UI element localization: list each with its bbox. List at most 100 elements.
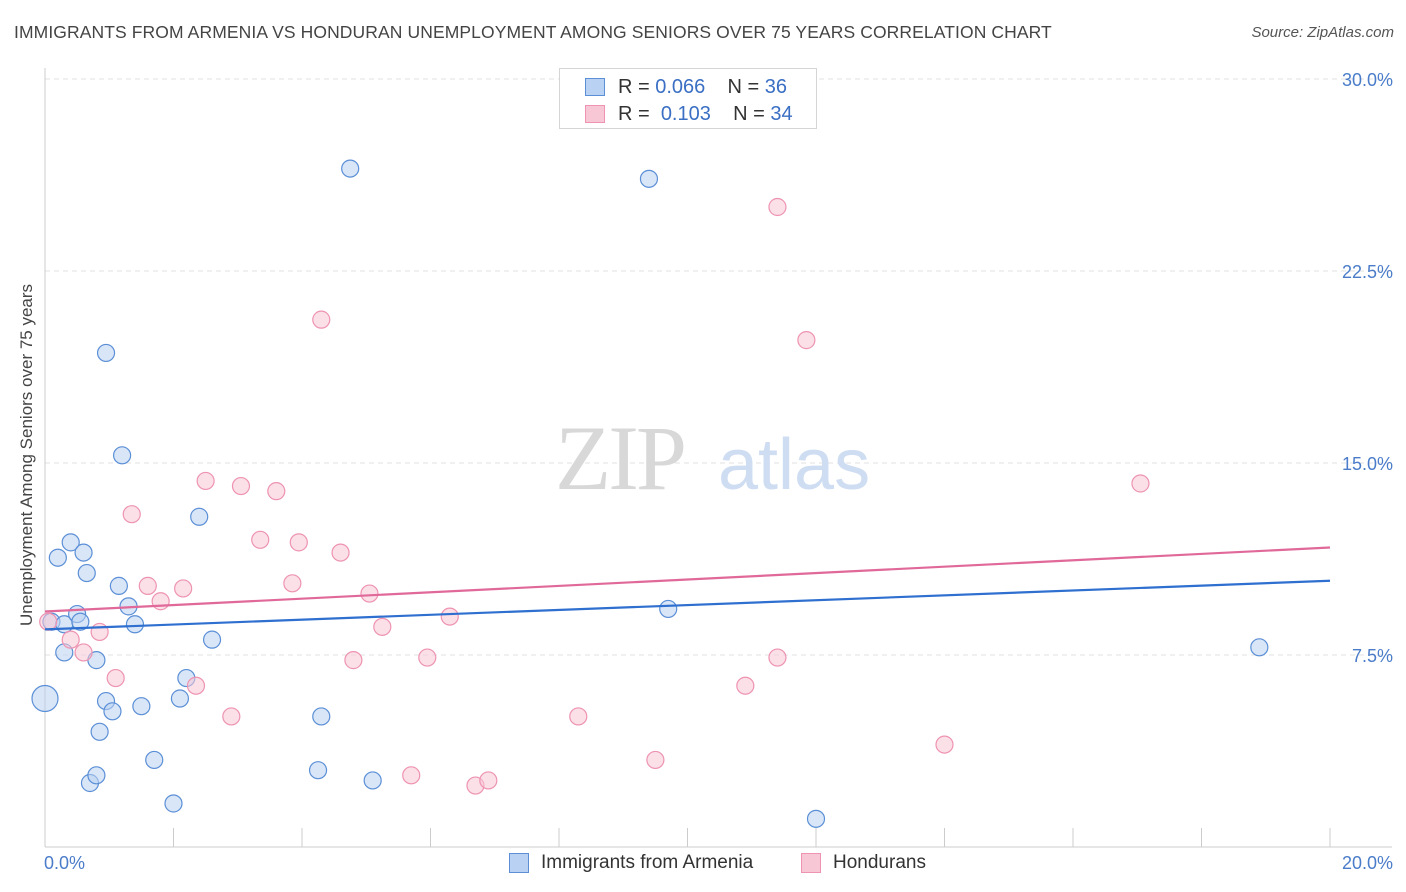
x-tick-label: 0.0% <box>44 853 85 873</box>
point-hondurans <box>283 574 302 593</box>
point-hondurans <box>331 543 350 562</box>
point-hondurans <box>106 668 125 688</box>
legend-item-hondurans: Hondurans <box>801 852 926 874</box>
point-hondurans <box>196 471 215 491</box>
legend-n-label: N = <box>733 102 765 125</box>
source-credit: Source: ZipAtlas.com <box>1251 24 1394 41</box>
legend-text-hondurans: R = 0.103 N = 34 <box>618 103 793 126</box>
point-armenia <box>87 766 106 785</box>
correlation-legend: R = 0.066 N = 36 R = 0.103 N = 34 <box>559 68 817 129</box>
point-hondurans <box>402 766 421 785</box>
x-tick-label: 20.0% <box>1342 853 1393 873</box>
legend-label-armenia: Immigrants from Armenia <box>541 852 754 873</box>
trend-line-armenia <box>44 579 1331 631</box>
tick-labels: 7.5% 15.0% 22.5% 30.0% 0.0% 20.0% <box>44 70 1393 873</box>
point-hondurans <box>344 651 363 670</box>
series-armenia <box>31 159 1269 828</box>
y-tick-label: 7.5% <box>1352 646 1393 666</box>
point-armenia <box>341 159 360 178</box>
legend-r-label: R = <box>618 102 650 125</box>
axes <box>44 68 1392 848</box>
chart-title: IMMIGRANTS FROM ARMENIA VS HONDURAN UNEM… <box>14 22 1052 42</box>
point-hondurans <box>312 310 331 329</box>
point-hondurans <box>61 630 80 649</box>
series-legend: Immigrants from Armenia Hondurans <box>0 852 1406 878</box>
legend-r-value: 0.066 <box>655 75 706 98</box>
point-hondurans <box>122 505 141 524</box>
point-armenia <box>190 507 209 526</box>
point-armenia <box>31 684 59 713</box>
legend-text-armenia: R = 0.066 N = 36 <box>618 76 787 99</box>
legend-n-value: 34 <box>770 102 793 125</box>
legend-item-armenia: Immigrants from Armenia <box>509 852 753 874</box>
point-hondurans <box>646 750 665 770</box>
series-hondurans <box>39 197 1150 795</box>
point-armenia <box>639 169 659 188</box>
trend-lines <box>44 546 1331 631</box>
watermark-zip: ZIP <box>555 407 684 509</box>
point-armenia <box>103 702 122 721</box>
grid-lines <box>45 78 1392 656</box>
point-hondurans <box>797 331 816 350</box>
point-hondurans <box>569 707 588 726</box>
point-armenia <box>164 794 183 813</box>
y-tick-label: 22.5% <box>1342 262 1393 282</box>
point-armenia <box>77 563 96 583</box>
point-armenia <box>61 533 80 552</box>
point-armenia <box>312 707 331 726</box>
point-hondurans <box>1131 474 1150 493</box>
point-armenia <box>71 612 90 631</box>
point-hondurans <box>74 643 93 662</box>
legend-swatch-armenia <box>509 853 529 873</box>
point-hondurans <box>479 771 498 790</box>
point-armenia <box>96 343 116 363</box>
point-armenia <box>109 576 128 595</box>
point-armenia <box>1250 638 1269 657</box>
point-hondurans <box>251 530 270 549</box>
point-armenia <box>132 697 151 716</box>
point-armenia <box>170 689 190 708</box>
point-armenia <box>48 548 67 567</box>
watermark-atlas: atlas <box>718 425 870 505</box>
y-tick-label: 30.0% <box>1342 70 1393 90</box>
point-hondurans <box>736 676 755 695</box>
legend-label-hondurans: Hondurans <box>833 852 926 873</box>
point-hondurans <box>935 735 954 754</box>
point-hondurans <box>231 476 251 496</box>
point-hondurans <box>418 648 437 667</box>
point-armenia <box>202 630 222 649</box>
point-hondurans <box>222 707 241 726</box>
watermark: ZIP atlas <box>555 407 870 509</box>
point-hondurans <box>289 533 308 552</box>
point-armenia <box>145 750 164 770</box>
legend-swatch-armenia <box>585 78 605 96</box>
point-hondurans <box>373 617 392 636</box>
point-armenia <box>363 771 382 790</box>
point-armenia <box>659 599 678 619</box>
legend-swatch-hondurans <box>585 105 605 123</box>
legend-r-label: R = <box>618 75 650 98</box>
point-armenia <box>308 761 328 780</box>
point-hondurans <box>151 592 170 611</box>
legend-swatch-hondurans <box>801 853 821 873</box>
point-armenia <box>125 615 145 634</box>
point-hondurans <box>39 612 58 631</box>
point-hondurans <box>186 676 206 695</box>
legend-n-value: 36 <box>764 75 788 98</box>
point-hondurans <box>768 648 787 667</box>
point-armenia <box>74 543 93 562</box>
legend-n-label: N = <box>727 75 760 98</box>
point-armenia <box>806 809 826 828</box>
point-hondurans <box>138 576 157 595</box>
point-hondurans <box>267 482 286 501</box>
point-armenia <box>90 722 109 741</box>
point-armenia <box>112 446 132 465</box>
point-hondurans <box>440 607 459 626</box>
y-tick-label: 15.0% <box>1342 454 1393 474</box>
trend-line-hondurans <box>44 546 1331 613</box>
point-hondurans <box>360 584 379 603</box>
point-hondurans <box>174 579 193 598</box>
legend-r-value: 0.103 <box>660 102 711 125</box>
point-hondurans <box>768 197 787 217</box>
